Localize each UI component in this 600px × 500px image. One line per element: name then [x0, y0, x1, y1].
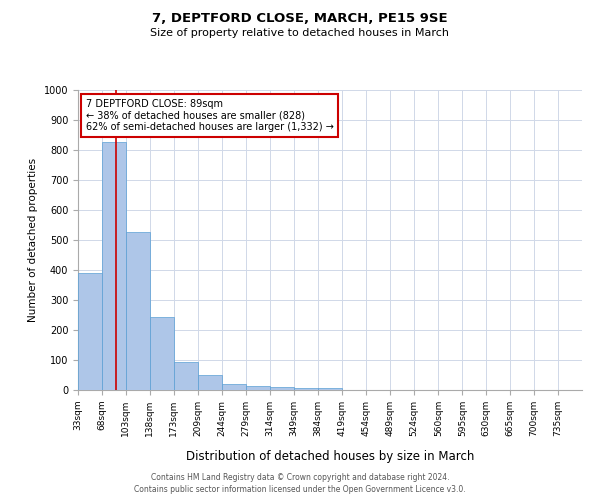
Bar — [270, 387, 294, 390]
X-axis label: Distribution of detached houses by size in March: Distribution of detached houses by size … — [186, 450, 474, 463]
Bar — [126, 232, 150, 390]
Text: Contains public sector information licensed under the Open Government Licence v3: Contains public sector information licen… — [134, 485, 466, 494]
Bar — [318, 388, 342, 390]
Y-axis label: Number of detached properties: Number of detached properties — [28, 158, 38, 322]
Text: 7 DEPTFORD CLOSE: 89sqm
← 38% of detached houses are smaller (828)
62% of semi-d: 7 DEPTFORD CLOSE: 89sqm ← 38% of detache… — [86, 99, 334, 132]
Text: Contains HM Land Registry data © Crown copyright and database right 2024.: Contains HM Land Registry data © Crown c… — [151, 472, 449, 482]
Bar — [78, 273, 102, 390]
Text: 7, DEPTFORD CLOSE, MARCH, PE15 9SE: 7, DEPTFORD CLOSE, MARCH, PE15 9SE — [152, 12, 448, 26]
Bar — [199, 375, 222, 390]
Text: Size of property relative to detached houses in March: Size of property relative to detached ho… — [151, 28, 449, 38]
Bar — [174, 362, 197, 390]
Bar — [294, 388, 318, 390]
Bar — [150, 318, 174, 390]
Bar — [102, 142, 126, 390]
Bar — [222, 384, 246, 390]
Bar — [246, 386, 270, 390]
